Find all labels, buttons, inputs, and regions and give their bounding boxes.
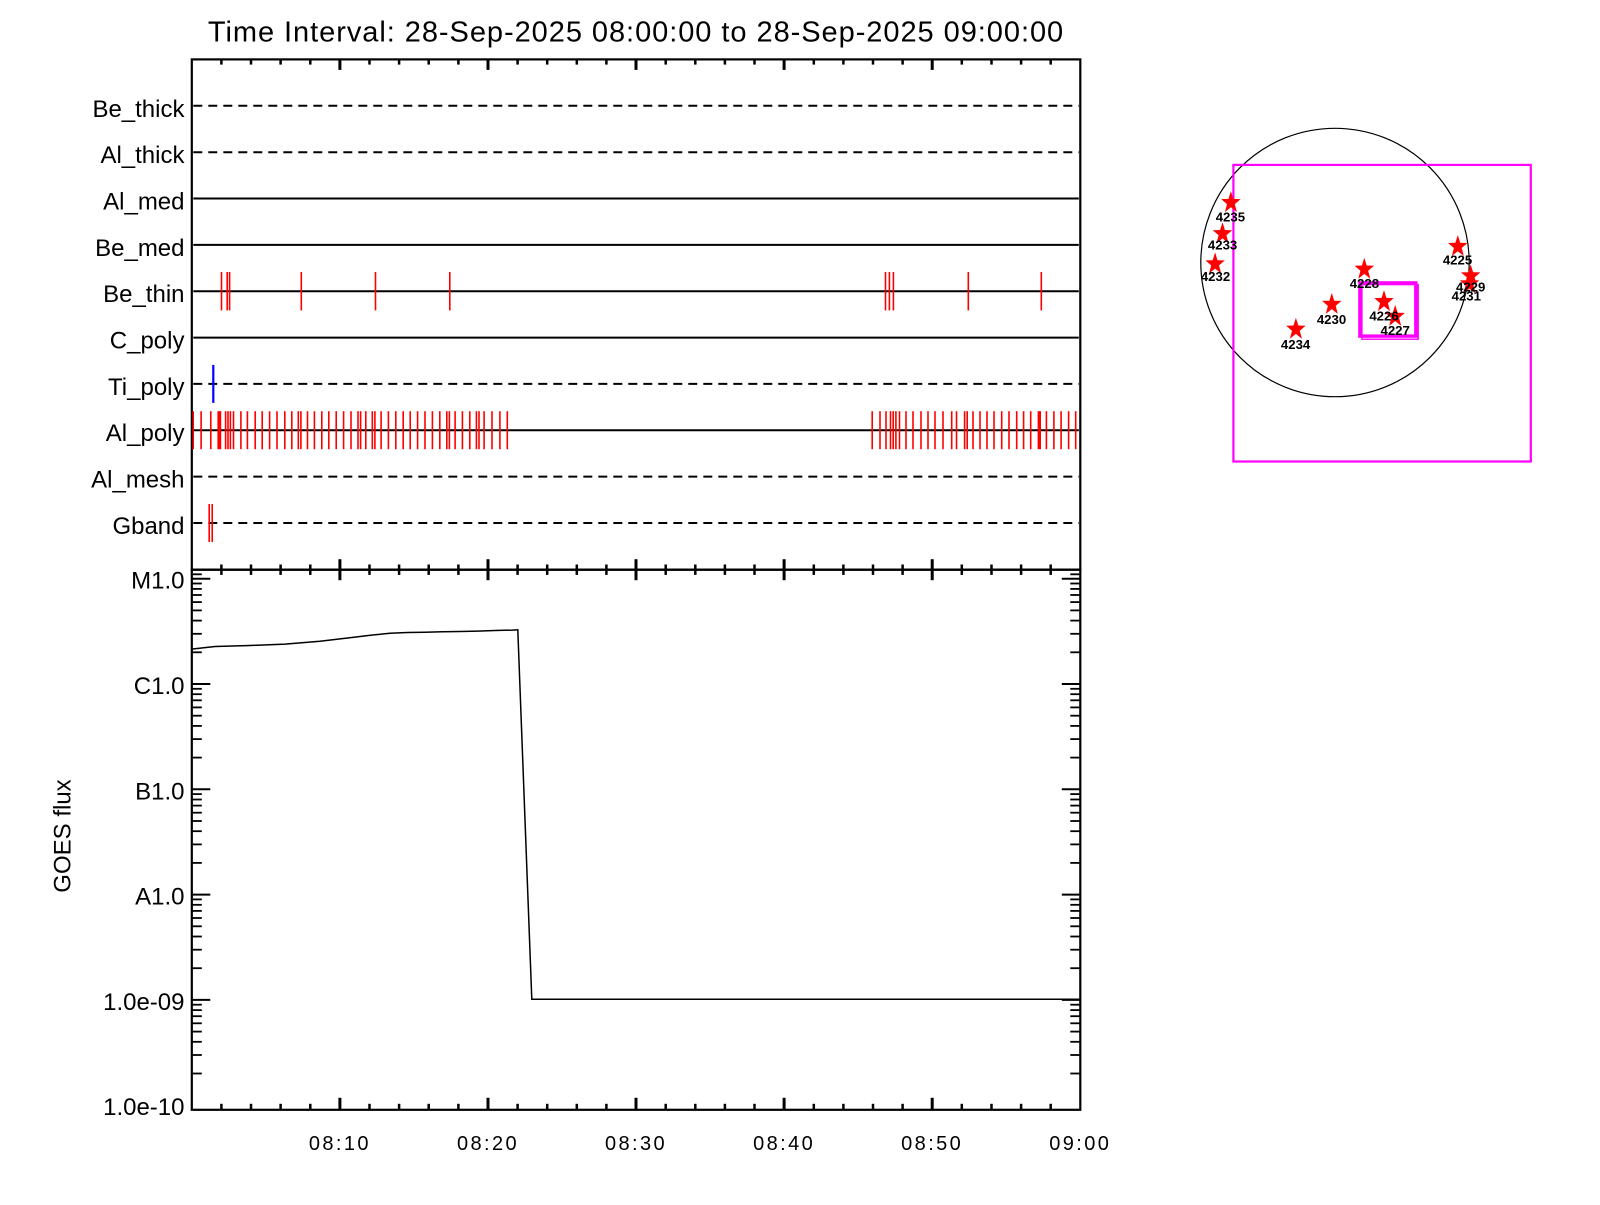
svg-text:A1.0: A1.0 (135, 884, 184, 911)
svg-text:08:20: 08:20 (457, 1133, 519, 1155)
svg-text:M1.0: M1.0 (131, 568, 184, 595)
svg-text:Ti_poly: Ti_poly (108, 374, 184, 401)
svg-text:08:30: 08:30 (605, 1133, 667, 1155)
svg-text:1.0e-10: 1.0e-10 (103, 1094, 184, 1121)
svg-text:4230: 4230 (1317, 312, 1346, 327)
svg-text:1.0e-09: 1.0e-09 (103, 989, 184, 1016)
svg-text:08:50: 08:50 (901, 1133, 963, 1155)
svg-text:4227: 4227 (1381, 323, 1410, 338)
svg-text:Be_med: Be_med (95, 235, 184, 262)
svg-text:Al_med: Al_med (103, 189, 184, 216)
svg-text:Al_thick: Al_thick (100, 142, 185, 169)
svg-text:C_poly: C_poly (110, 328, 185, 355)
svg-text:08:10: 08:10 (309, 1133, 371, 1155)
svg-text:Gband: Gband (112, 513, 184, 540)
svg-text:Al_poly: Al_poly (106, 420, 185, 447)
svg-text:4233: 4233 (1208, 237, 1237, 252)
svg-text:4234: 4234 (1281, 337, 1311, 352)
svg-text:4225: 4225 (1443, 253, 1472, 268)
svg-text:4235: 4235 (1216, 209, 1245, 224)
svg-text:09:00: 09:00 (1049, 1133, 1111, 1155)
svg-text:4232: 4232 (1201, 269, 1230, 284)
svg-text:B1.0: B1.0 (135, 778, 184, 805)
svg-text:Al_mesh: Al_mesh (91, 467, 184, 494)
svg-text:C1.0: C1.0 (134, 673, 185, 700)
svg-text:Be_thick: Be_thick (92, 96, 185, 123)
svg-text:4226: 4226 (1369, 308, 1398, 323)
svg-text:Time Interval: 28-Sep-2025 08:: Time Interval: 28-Sep-2025 08:00:00 to 2… (208, 17, 1064, 49)
svg-text:4228: 4228 (1350, 276, 1379, 291)
svg-text:4229: 4229 (1456, 279, 1485, 294)
svg-text:GOES flux: GOES flux (50, 779, 77, 892)
svg-text:08:40: 08:40 (753, 1133, 815, 1155)
svg-text:Be_thin: Be_thin (103, 281, 184, 308)
svg-text:4231: 4231 (1452, 289, 1481, 304)
